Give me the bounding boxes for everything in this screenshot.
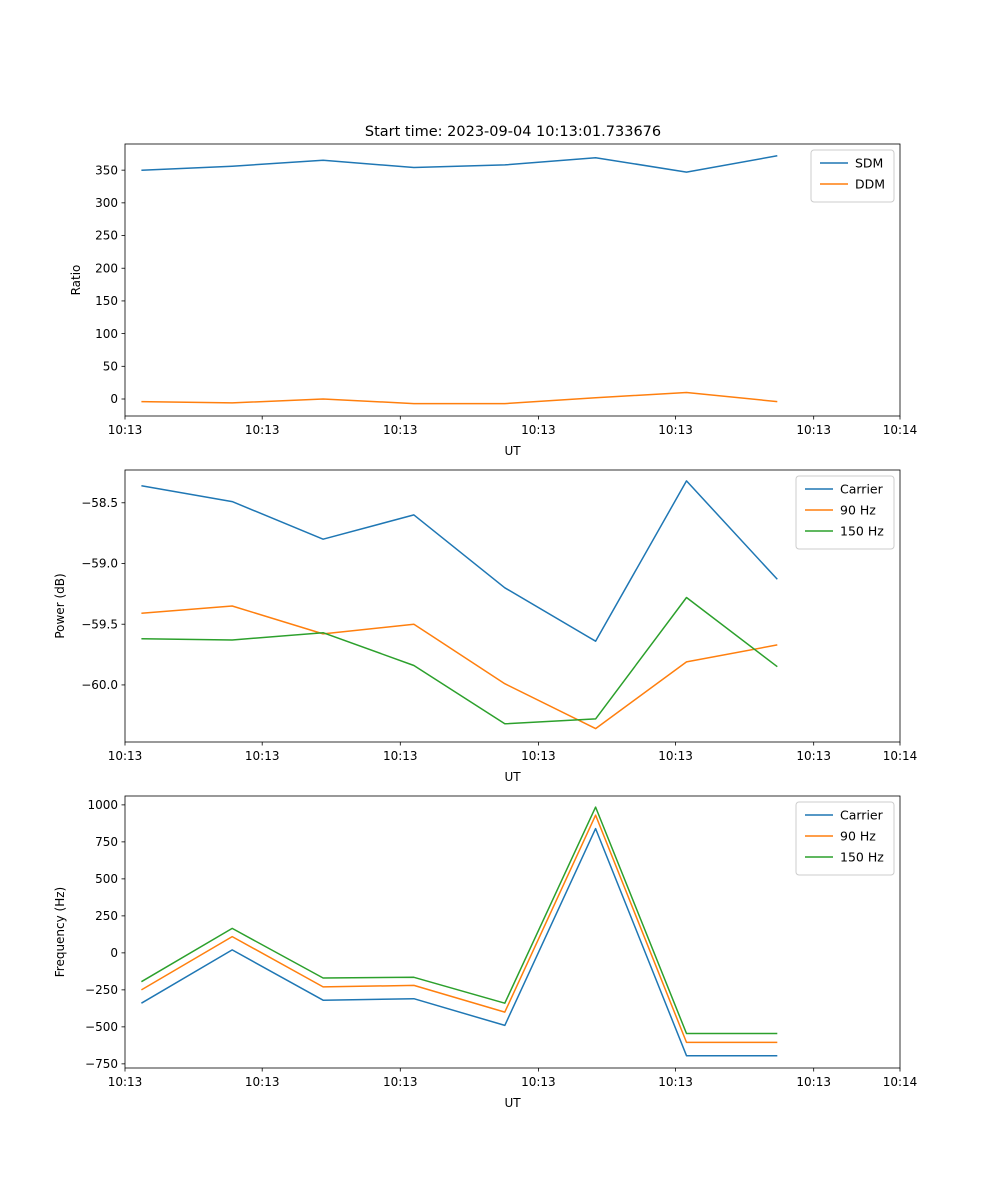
panel-2-x-tick-label: 10:13 [796, 749, 831, 763]
panel-1-y-tick-label: 100 [95, 327, 118, 341]
panel-3-x-tick-label: 10:14 [883, 1075, 918, 1089]
panel-1-x-tick-label: 10:13 [658, 423, 693, 437]
panel-2-x-axis-label: UT [504, 770, 521, 784]
panel-3-y-tick-label: −500 [85, 1020, 118, 1034]
panel-3-x-tick-label: 10:13 [383, 1075, 418, 1089]
panel-3-series-90-hz-line [141, 814, 778, 1044]
panel-3-x-tick-label: 10:13 [521, 1075, 556, 1089]
panel-1-y-tick-label: 350 [95, 163, 118, 177]
panel-3-y-tick-label: 250 [95, 909, 118, 923]
chart-title: Start time: 2023-09-04 10:13:01.733676 [365, 124, 661, 140]
panel-1-y-tick-label: 50 [103, 360, 118, 374]
panel-2-y-tick-label: −59.5 [81, 617, 118, 631]
panel-3-x-tick-label: 10:13 [108, 1075, 143, 1089]
panel-1-x-axis-label: UT [504, 444, 521, 458]
panel-1-x-tick-label: 10:13 [383, 423, 418, 437]
panel-1-legend-label: DDM [855, 177, 885, 192]
panel-1-x-tick-label: 10:13 [521, 423, 556, 437]
panel-3-y-tick-label: −750 [85, 1057, 118, 1071]
panel-1-y-tick-label: 250 [95, 229, 118, 243]
panel-2-axes-frame [124, 469, 901, 743]
panel-1-y-tick-label: 150 [95, 294, 118, 308]
panel-3-series-carrier-line [141, 827, 778, 1057]
panel-2-x-tick-label: 10:13 [245, 749, 280, 763]
panel-3-x-axis-label: UT [504, 1096, 521, 1110]
panel-3-y-tick-label: 750 [95, 835, 118, 849]
panel-2-x-tick-label: 10:14 [883, 749, 918, 763]
panel-3-y-tick-label: 500 [95, 872, 118, 886]
panel-3-legend-label: 90 Hz [840, 829, 876, 844]
panel-1-x-tick-label: 10:13 [796, 423, 831, 437]
panel-1-legend-label: SDM [855, 156, 883, 171]
panel-2-series-carrier-line [141, 480, 778, 642]
panel-2-x-tick-label: 10:13 [658, 749, 693, 763]
panel-1-x-tick-label: 10:13 [108, 423, 143, 437]
panel-1-y-tick-label: 200 [95, 261, 118, 275]
panel-3-y-axis-label: Frequency (Hz) [53, 887, 67, 978]
panel-3-legend-label: Carrier [840, 808, 884, 823]
panel-1-x-tick-label: 10:13 [245, 423, 280, 437]
panel-3-axes-frame [124, 795, 901, 1069]
panel-3-x-tick-label: 10:13 [796, 1075, 831, 1089]
panel-2-legend-label: 150 Hz [840, 524, 884, 539]
panel-3-y-tick-label: 1000 [87, 798, 118, 812]
panel-3-y-tick-label: −250 [85, 983, 118, 997]
panel-2-y-tick-label: −58.5 [81, 496, 118, 510]
panel-3-y-tick-label: 0 [110, 946, 118, 960]
panel-2-x-tick-label: 10:13 [383, 749, 418, 763]
panel-1-series-ddm-line [141, 391, 778, 405]
panel-3-series-150-hz-line [141, 806, 778, 1035]
panel-3-legend-label: 150 Hz [840, 850, 884, 865]
panel-2-series-90-hz-line [141, 605, 778, 730]
panel-2-legend-label: Carrier [840, 482, 884, 497]
panel-1-y-axis-label: Ratio [69, 265, 83, 296]
panel-2-x-tick-label: 10:13 [108, 749, 143, 763]
panel-1-axes-frame [124, 143, 901, 417]
panel-2-legend-label: 90 Hz [840, 503, 876, 518]
panel-1-x-tick-label: 10:14 [883, 423, 918, 437]
panel-1-series-sdm-line [141, 155, 778, 173]
panel-3-x-tick-label: 10:13 [245, 1075, 280, 1089]
panel-2-y-tick-label: −60.0 [81, 678, 118, 692]
panel-3-x-tick-label: 10:13 [658, 1075, 693, 1089]
panel-1-y-tick-label: 300 [95, 196, 118, 210]
panel-1-y-tick-label: 0 [110, 392, 118, 406]
panel-2-y-axis-label: Power (dB) [53, 573, 67, 638]
panel-2-x-tick-label: 10:13 [521, 749, 556, 763]
panel-2-series-150-hz-line [141, 596, 778, 725]
panel-2-y-tick-label: −59.0 [81, 557, 118, 571]
